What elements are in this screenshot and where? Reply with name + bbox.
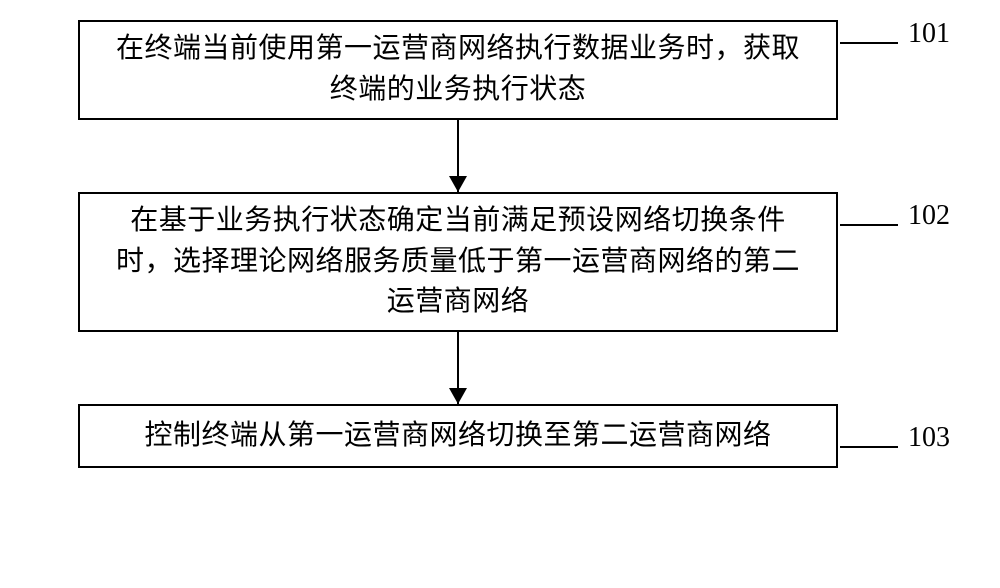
step-label-1: 101 (908, 18, 950, 50)
arrow-2-3 (78, 332, 838, 404)
arrow-1-2 (78, 120, 838, 192)
arrow-head-icon (449, 388, 467, 404)
flow-node-2: 在基于业务执行状态确定当前满足预设网络切换条件时，选择理论网络服务质量低于第一运… (78, 192, 838, 332)
step-label-2: 102 (908, 200, 950, 232)
flow-node-2-text: 在基于业务执行状态确定当前满足预设网络切换条件时，选择理论网络服务质量低于第一运… (104, 201, 812, 323)
flow-node-1: 在终端当前使用第一运营商网络执行数据业务时，获取终端的业务执行状态 (78, 20, 838, 120)
flow-node-3: 控制终端从第一运营商网络切换至第二运营商网络 (78, 404, 838, 468)
leader-line-3 (840, 446, 898, 448)
flowchart-container: 在终端当前使用第一运营商网络执行数据业务时，获取终端的业务执行状态 101 在基… (78, 20, 922, 468)
step-label-3: 103 (908, 422, 950, 454)
flow-node-1-text: 在终端当前使用第一运营商网络执行数据业务时，获取终端的业务执行状态 (104, 29, 812, 110)
leader-line-2 (840, 224, 898, 226)
flow-node-3-text: 控制终端从第一运营商网络切换至第二运营商网络 (144, 416, 771, 457)
leader-line-1 (840, 42, 898, 44)
arrow-head-icon (449, 176, 467, 192)
